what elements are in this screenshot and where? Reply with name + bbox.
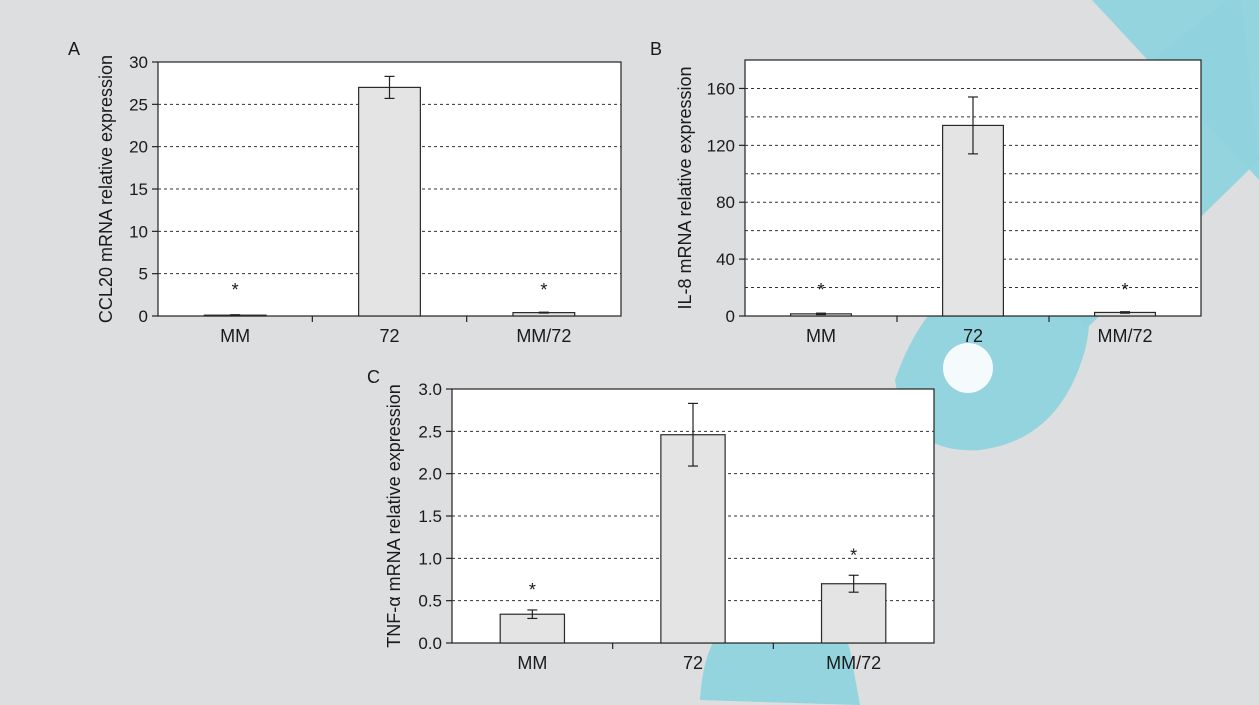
- y-tick-label: 15: [129, 180, 148, 199]
- significance-marker: *: [232, 280, 239, 300]
- y-tick-label: 1.5: [418, 507, 442, 526]
- x-category-label: 72: [963, 326, 983, 346]
- x-category-label: 72: [683, 653, 703, 673]
- panel-label: C: [367, 367, 380, 387]
- y-axis-label: TNF-α mRNA relative expression: [384, 384, 404, 647]
- significance-marker: *: [817, 280, 824, 300]
- y-tick-label: 5: [139, 265, 148, 284]
- y-tick-label: 1.0: [418, 549, 442, 568]
- bar-72: [941, 124, 1004, 317]
- chart-panel-a: 0 5 10 15 20 25 30 * MM 72 * MM/72 CCL20 mRNA relati…: [68, 39, 622, 346]
- y-tick-label: 0.0: [418, 634, 442, 653]
- x-category-label: MM: [517, 653, 547, 673]
- x-category-label: 72: [379, 326, 399, 346]
- chart-panel-c: 0.0 0.5 1.0 1.5 2.0 2.5 3.0 * MM 72 * MM/72 TNF-α mR…: [367, 367, 935, 673]
- y-tick-label: 40: [716, 250, 735, 269]
- significance-marker: *: [850, 545, 857, 565]
- y-axis-label: IL-8 mRNA relative expression: [675, 66, 695, 309]
- y-tick-label: 120: [707, 136, 735, 155]
- y-tick-label: 25: [129, 95, 148, 114]
- watermark-hole: [943, 343, 993, 393]
- y-tick-label: 0.5: [418, 592, 442, 611]
- bar-72: [660, 434, 726, 644]
- panel-label: B: [650, 39, 662, 59]
- y-tick-label: 80: [716, 193, 735, 212]
- y-tick-label: 30: [129, 53, 148, 72]
- significance-marker: *: [1121, 280, 1128, 300]
- significance-marker: *: [529, 580, 536, 600]
- bar-72: [358, 86, 421, 317]
- y-tick-label: 3.0: [418, 380, 442, 399]
- panel-label: A: [68, 39, 80, 59]
- y-axis-label: CCL20 mRNA relative expression: [96, 55, 116, 323]
- chart-panels: 0 5 10 15 20 25 30 * MM 72 * MM/72 CCL20 mRNA relati…: [68, 39, 1202, 673]
- y-tick-label: 0: [139, 307, 148, 326]
- x-category-label: MM/72: [516, 326, 571, 346]
- x-category-label: MM: [220, 326, 250, 346]
- chart-panel-b: 0 40 80 120 160 * MM 72 * MM/72 IL-8 mRNA relative…: [650, 39, 1202, 346]
- y-tick-label: 160: [707, 79, 735, 98]
- x-category-label: MM/72: [826, 653, 881, 673]
- x-category-label: MM: [806, 326, 836, 346]
- y-tick-label: 2.5: [418, 422, 442, 441]
- y-tick-label: 0: [726, 307, 735, 326]
- y-tick-label: 20: [129, 138, 148, 157]
- y-tick-label: 10: [129, 222, 148, 241]
- y-tick-label: 2.0: [418, 465, 442, 484]
- significance-marker: *: [540, 280, 547, 300]
- x-category-label: MM/72: [1097, 326, 1152, 346]
